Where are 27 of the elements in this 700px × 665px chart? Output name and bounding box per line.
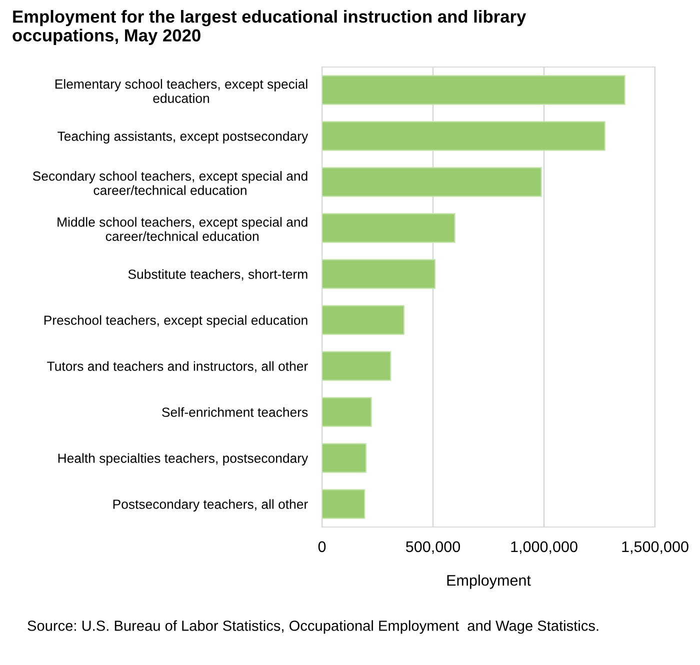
y-tick-label: Elementary school teachers, except special education xyxy=(55,79,308,103)
x-axis-title: Employment xyxy=(447,574,531,589)
y-tick-label: Tutors and teachers and instructors, all other xyxy=(47,361,308,372)
y-tick-label: Health specialties teachers, postsecondary xyxy=(58,453,308,466)
y-tick-label: Self-enrichment teachers xyxy=(162,407,308,417)
bar xyxy=(322,259,436,289)
y-tick-label: Secondary school teachers, except special and career/technical education xyxy=(32,171,308,195)
bar xyxy=(322,489,366,519)
x-tick-label: 500,000 xyxy=(406,541,460,554)
y-tick-label: Teaching assistants, except postsecondary xyxy=(58,131,308,144)
y-tick-label: Preschool teachers, except special education xyxy=(44,315,308,328)
y-tick-label: Substitute teachers, short-term xyxy=(128,269,308,280)
x-tick-label: 1,000,000 xyxy=(511,541,578,554)
bar xyxy=(322,351,392,381)
x-tick-label: 1,500,000 xyxy=(622,541,688,554)
y-tick-label: Postsecondary teachers, all other xyxy=(113,499,308,512)
y-tick-label: Middle school teachers, except special and career/technical education xyxy=(58,217,308,241)
bar xyxy=(322,397,372,427)
bar xyxy=(322,305,404,335)
bar xyxy=(322,75,626,105)
bar xyxy=(322,213,456,243)
bar xyxy=(322,443,367,473)
bar xyxy=(322,167,542,197)
bar xyxy=(322,121,606,151)
chart-title: Employment for the largest educational instruction and library occupations, May 2020 xyxy=(12,10,526,45)
x-tick-label: 0 xyxy=(318,541,326,552)
source-note: Source: U.S. Bureau of Labor Statistics, Occupational Employment and Wage Statistics. xyxy=(28,620,598,634)
